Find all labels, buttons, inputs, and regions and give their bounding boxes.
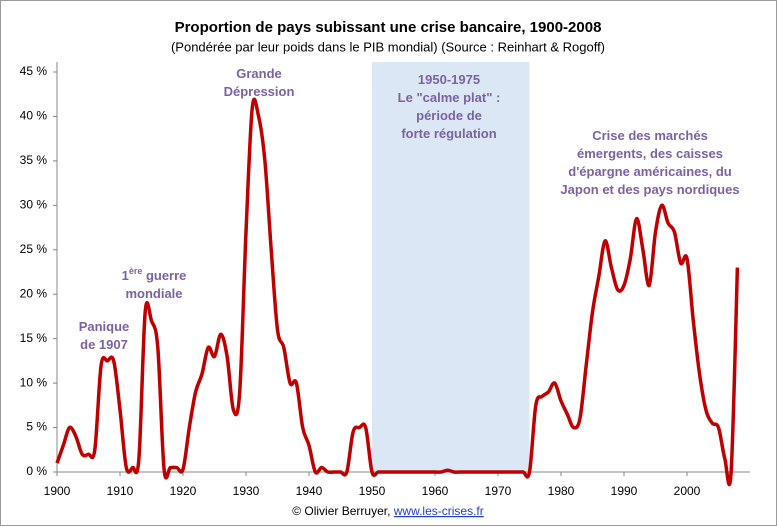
footer-text: © Olivier Berruyer, xyxy=(292,504,394,518)
x-tick-label: 1960 xyxy=(422,484,449,498)
chart-subtitle: (Pondérée par leur poids dans le PIB mon… xyxy=(171,39,605,54)
annotation-part: Grande xyxy=(236,66,282,81)
footer: © Olivier Berruyer, www.les-crises.fr xyxy=(292,504,484,518)
y-tick-label: 5 % xyxy=(26,420,47,434)
y-tick-label: 25 % xyxy=(20,242,48,256)
annotation: forte régulation xyxy=(401,126,496,141)
annotation: émergents, des caisses xyxy=(577,146,723,161)
annotation: Grande xyxy=(236,66,282,81)
data-line xyxy=(55,97,740,487)
annotation: 1ère guerre xyxy=(122,266,187,283)
x-tick-label: 2000 xyxy=(674,484,701,498)
x-tick-label: 1930 xyxy=(233,484,260,498)
annotation-part: émergents, des caisses xyxy=(577,146,723,161)
annotation-part: forte régulation xyxy=(401,126,496,141)
x-tick-label: 1910 xyxy=(107,484,134,498)
annotation: d'épargne américaines, du xyxy=(568,164,732,179)
annotation: 1950-1975 xyxy=(418,72,480,87)
annotation: période de xyxy=(416,108,482,123)
y-tick-label: 45 % xyxy=(20,64,48,78)
y-tick-label: 0 % xyxy=(26,464,47,478)
footer-link[interactable]: www.les-crises.fr xyxy=(393,504,484,518)
x-tick-label: 1920 xyxy=(170,484,197,498)
annotation: de 1907 xyxy=(80,337,128,352)
y-tick-label: 40 % xyxy=(20,109,48,123)
annotation-part: Panique xyxy=(79,319,130,334)
x-tick-label: 1950 xyxy=(359,484,386,498)
annotation: Crise des marchés xyxy=(592,128,708,143)
annotation-part: période de xyxy=(416,108,482,123)
x-tick-label: 1970 xyxy=(485,484,512,498)
annotation: Panique xyxy=(79,319,130,334)
y-tick-label: 35 % xyxy=(20,153,48,167)
annotation-part: ère xyxy=(129,266,143,276)
y-tick-label: 15 % xyxy=(20,331,48,345)
annotation-part: 1950-1975 xyxy=(418,72,480,87)
annotation-part: d'épargne américaines, du xyxy=(568,164,732,179)
annotation-part: de 1907 xyxy=(80,337,128,352)
annotation-part: Crise des marchés xyxy=(592,128,708,143)
x-tick-label: 1940 xyxy=(296,484,323,498)
annotation-part: 1 xyxy=(122,268,129,283)
annotation-part: mondiale xyxy=(125,286,182,301)
y-tick-label: 10 % xyxy=(20,375,48,389)
x-tick-label: 1900 xyxy=(44,484,71,498)
shaded-period xyxy=(372,62,530,472)
x-tick-label: 1980 xyxy=(548,484,575,498)
annotation-part: Le "calme plat" : xyxy=(398,90,501,105)
y-tick-label: 20 % xyxy=(20,286,48,300)
y-tick-label: 30 % xyxy=(20,198,48,212)
annotation-part: Japon et des pays nordiques xyxy=(560,182,739,197)
annotation-part: Dépression xyxy=(224,84,295,99)
annotation: Japon et des pays nordiques xyxy=(560,182,739,197)
annotation: Le "calme plat" : xyxy=(398,90,501,105)
chart-title: Proportion de pays subissant une crise b… xyxy=(175,19,602,36)
annotation: Dépression xyxy=(224,84,295,99)
annotation: mondiale xyxy=(125,286,182,301)
annotation-part: guerre xyxy=(142,268,186,283)
x-tick-label: 1990 xyxy=(611,484,638,498)
